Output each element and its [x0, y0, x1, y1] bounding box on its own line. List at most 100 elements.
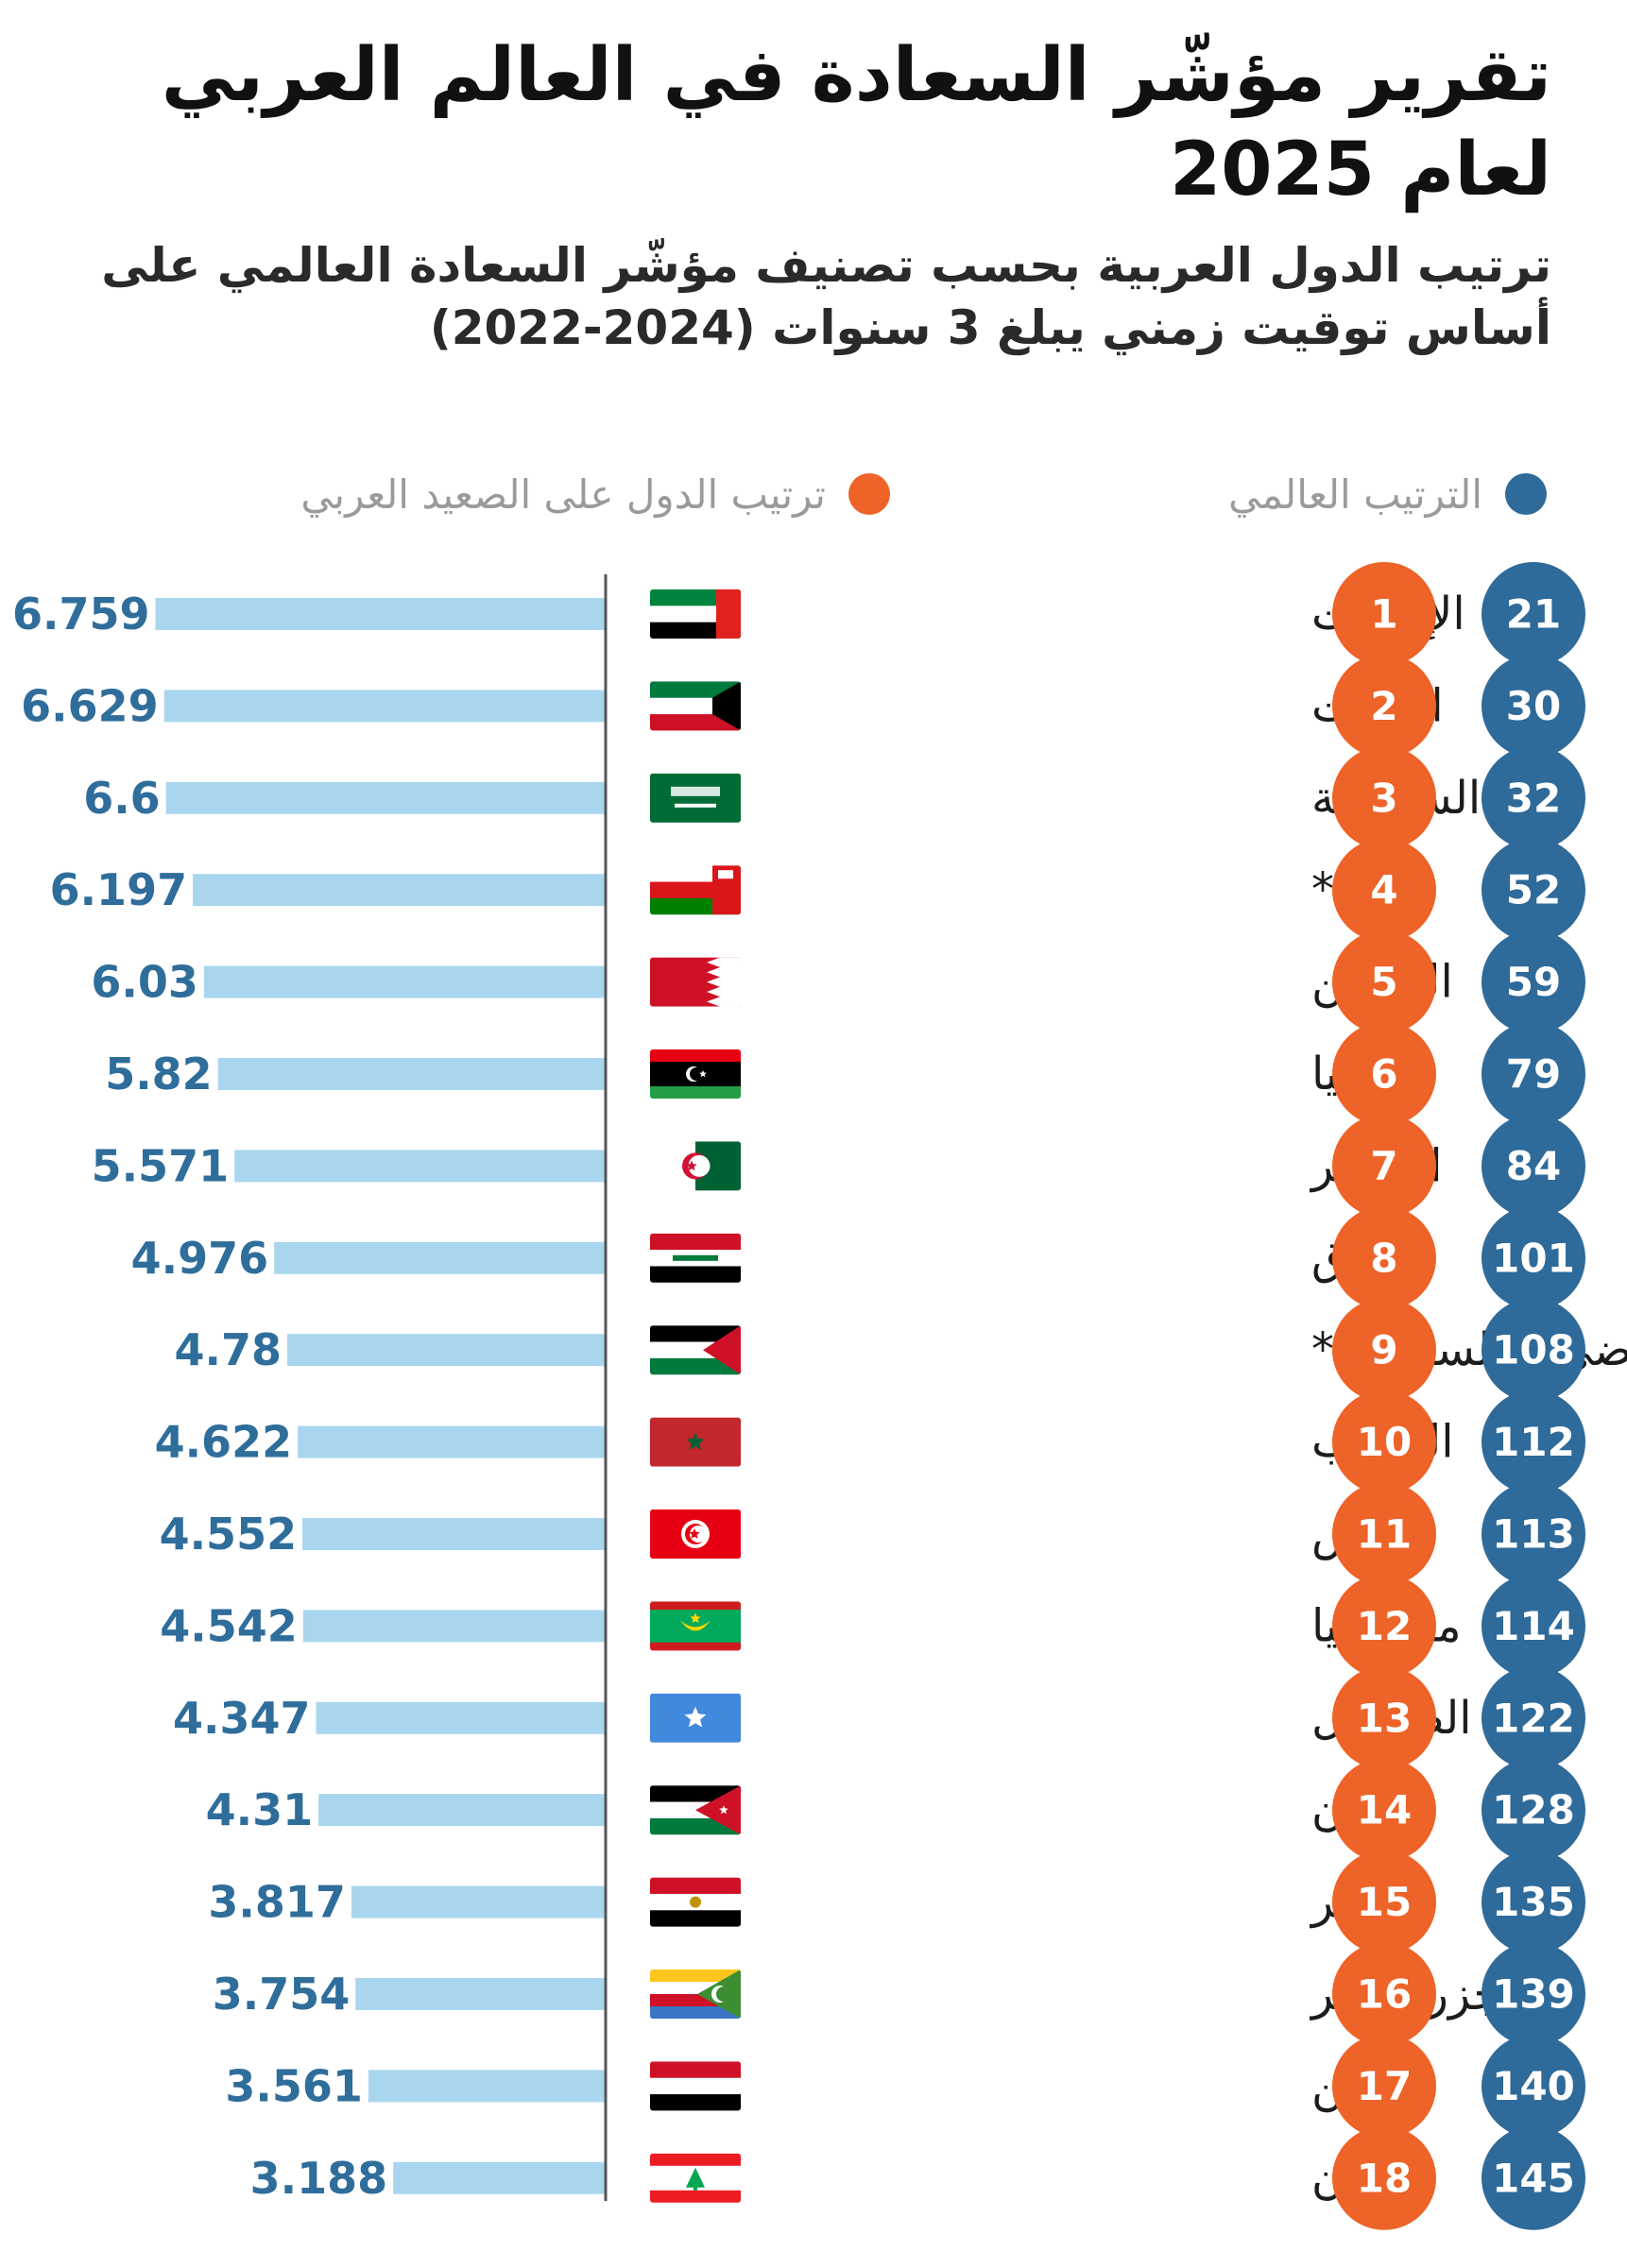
arab-rank-circle	[1332, 1942, 1436, 2046]
arab-rank-circle	[1332, 1114, 1436, 1219]
jordan-flag-icon	[650, 1785, 741, 1835]
arab-rank-circle	[1332, 2125, 1436, 2230]
value-label: 4.552	[160, 1509, 298, 1560]
arab-rank-label: 16	[1357, 1971, 1412, 2018]
arab-rank-circle	[1332, 1758, 1436, 1863]
saudi-flag-icon	[650, 773, 741, 823]
value-label: 5.571	[92, 1140, 230, 1191]
rows-layer: 6.759الإمارات1216.629الكويت2306.6السعودي…	[12, 562, 1627, 2230]
arab-rank-label: 6	[1370, 1051, 1397, 1098]
bars-layer	[155, 598, 606, 2194]
yemen-flag-icon	[650, 2061, 741, 2111]
legend-arab-dot-icon	[848, 473, 890, 515]
value-label: 6.197	[50, 864, 188, 915]
legend-arab-label: ترتيب الدول على الصعيد العربي	[300, 470, 826, 518]
morocco-flag-icon	[650, 1417, 741, 1467]
lebanon-flag-icon	[650, 2153, 741, 2203]
world-rank-circle	[1481, 1850, 1585, 1954]
legend-world-dot-icon	[1505, 473, 1547, 515]
value-label: 4.976	[131, 1233, 269, 1284]
world-rank-circle	[1481, 1205, 1585, 1310]
bar	[234, 1150, 606, 1183]
arab-rank-circle	[1332, 1390, 1436, 1494]
value-label: 4.78	[175, 1324, 283, 1375]
bar	[274, 1241, 606, 1274]
value-label: 4.347	[173, 1693, 311, 1744]
page-subtitle: ترتيب الدول العربية بحسب تصنيف مؤشّر الس…	[101, 238, 1551, 355]
world-rank-circle	[1481, 838, 1585, 943]
value-label: 6.629	[21, 680, 159, 731]
somalia-flag-icon	[650, 1693, 741, 1743]
world-rank-label: 30	[1506, 683, 1561, 729]
uae-flag-icon	[650, 589, 741, 639]
world-rank-label: 112	[1492, 1419, 1575, 1465]
bar	[368, 2070, 606, 2103]
bar	[393, 2161, 606, 2194]
legend-arab-rank: ترتيب الدول على الصعيد العربي	[300, 461, 890, 527]
world-rank-circle	[1481, 1022, 1585, 1126]
world-rank-circle	[1481, 1298, 1585, 1403]
world-rank-circle	[1481, 1574, 1585, 1679]
bar	[355, 1978, 606, 2010]
arab-rank-circle	[1332, 1850, 1436, 1954]
value-label: 6.03	[91, 957, 198, 1008]
bar	[302, 1610, 606, 1643]
world-rank-circle	[1481, 1390, 1585, 1494]
bahrain-flag-icon	[650, 957, 741, 1007]
bar	[165, 781, 606, 814]
world-rank-label: 108	[1492, 1327, 1575, 1373]
palestine-flag-icon	[650, 1325, 741, 1375]
arab-rank-label: 4	[1370, 867, 1397, 913]
libya-flag-icon	[650, 1049, 741, 1099]
comoros-flag-icon	[650, 1970, 741, 2019]
world-rank-label: 122	[1492, 1695, 1575, 1741]
world-rank-circle	[1481, 1114, 1585, 1219]
bar	[203, 965, 606, 998]
world-rank-circle	[1481, 2125, 1585, 2230]
value-label: 3.188	[250, 2153, 388, 2204]
arab-rank-label: 10	[1357, 1419, 1412, 1465]
kuwait-flag-icon	[650, 681, 741, 731]
world-rank-circle	[1481, 562, 1585, 666]
world-rank-label: 79	[1506, 1051, 1561, 1098]
arab-rank-label: 9	[1370, 1327, 1397, 1373]
world-rank-label: 21	[1506, 591, 1561, 638]
arab-rank-label: 2	[1370, 683, 1397, 729]
bar	[193, 874, 606, 907]
arab-rank-circle	[1332, 562, 1436, 666]
arab-rank-label: 8	[1370, 1235, 1397, 1281]
world-rank-label: 145	[1492, 2155, 1575, 2201]
value-label: 6.759	[12, 588, 150, 639]
page-title: تقرير مؤشّر السعادة في العالم العربي لعا…	[161, 33, 1551, 213]
bar	[302, 1518, 606, 1550]
world-rank-label: 114	[1492, 1603, 1575, 1649]
bar	[287, 1334, 606, 1367]
bar	[163, 690, 606, 723]
world-rank-label: 139	[1492, 1971, 1575, 2018]
arab-rank-label: 18	[1357, 2155, 1412, 2201]
arab-rank-circle	[1332, 1482, 1436, 1586]
legend-world-label: الترتيب العالمي	[1228, 470, 1482, 518]
world-rank-label: 140	[1492, 2063, 1575, 2109]
world-rank-circle	[1481, 1665, 1585, 1770]
arab-rank-circle	[1332, 654, 1436, 759]
world-rank-circle	[1481, 2034, 1585, 2139]
world-rank-circle	[1481, 654, 1585, 759]
arab-rank-circle	[1332, 745, 1436, 850]
arab-rank-circle	[1332, 929, 1436, 1034]
bar	[351, 1885, 606, 1918]
world-rank-label: 32	[1506, 775, 1561, 821]
world-rank-circle	[1481, 1482, 1585, 1586]
value-label: 4.622	[155, 1417, 293, 1468]
tunisia-flag-icon	[650, 1509, 741, 1559]
arab-rank-label: 17	[1357, 2063, 1412, 2109]
bar	[316, 1701, 606, 1734]
arab-rank-circle	[1332, 1022, 1436, 1126]
world-rank-label: 128	[1492, 1787, 1575, 1833]
arab-rank-label: 3	[1370, 775, 1397, 821]
iraq-flag-icon	[650, 1233, 741, 1283]
legend-world-rank: الترتيب العالمي	[1228, 461, 1547, 527]
arab-rank-label: 5	[1370, 959, 1397, 1005]
value-label: 5.82	[105, 1049, 213, 1100]
